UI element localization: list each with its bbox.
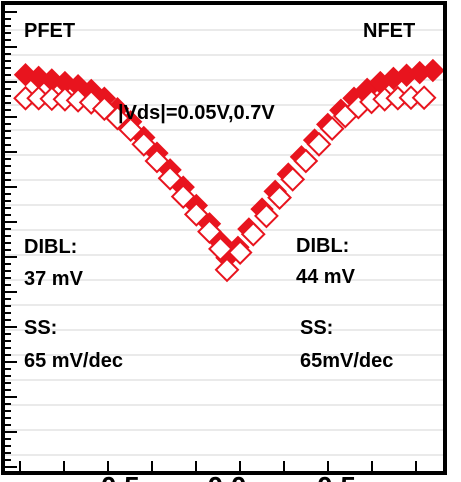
data-point xyxy=(214,257,240,283)
data-point xyxy=(254,203,279,229)
nfet-label: NFET xyxy=(363,20,415,42)
plot-frame xyxy=(1,1,447,475)
x-tick-label: 0.5 xyxy=(317,471,356,482)
vds-label: |Vds|=0.05V,0.7V xyxy=(118,102,275,124)
data-point xyxy=(144,148,170,174)
data-point xyxy=(421,58,445,83)
series-group xyxy=(13,85,437,283)
x-tick-label: 0.0 xyxy=(208,471,247,482)
ss-right-value: 65mV/dec xyxy=(300,350,393,372)
dibl-left-value: 37 mV xyxy=(24,268,84,290)
data-point xyxy=(170,184,196,209)
data-point xyxy=(267,185,292,211)
data-point xyxy=(293,148,319,174)
pfet-label: PFET xyxy=(24,20,75,42)
ss-left-value: 65 mV/dec xyxy=(24,350,123,372)
data-point xyxy=(227,240,253,265)
data-series xyxy=(13,58,445,283)
data-point xyxy=(131,131,157,157)
data-point xyxy=(306,131,332,157)
ss-right-label: SS: xyxy=(300,317,333,339)
dibl-right-label: DIBL: xyxy=(296,235,349,257)
ss-left-label: SS: xyxy=(24,317,57,339)
data-point xyxy=(411,85,437,111)
data-point xyxy=(183,201,209,227)
data-point xyxy=(208,236,233,262)
y-tick-marks xyxy=(5,11,17,468)
dibl-right-value: 44 mV xyxy=(296,266,356,288)
data-point xyxy=(105,105,130,131)
data-point xyxy=(319,116,345,141)
dibl-left-label: DIBL: xyxy=(24,236,77,258)
x-tick-label: -0.5 xyxy=(92,471,140,482)
data-point xyxy=(118,117,144,143)
data-point xyxy=(157,165,183,191)
data-point xyxy=(240,221,266,247)
x-tick-labels: -0.5 0.0 0.5 xyxy=(92,471,356,482)
data-point xyxy=(280,166,306,192)
data-point xyxy=(197,219,222,245)
